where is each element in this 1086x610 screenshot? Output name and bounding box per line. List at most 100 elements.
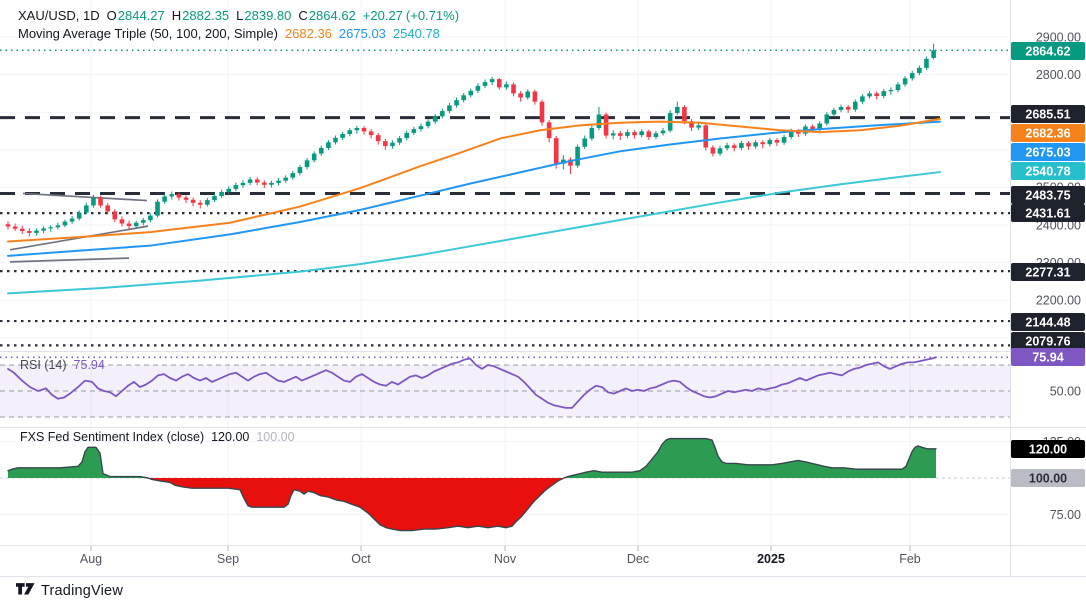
candle-body [247, 179, 253, 183]
candle-body [618, 133, 623, 136]
open-value: 2844.27 [117, 8, 165, 23]
price-axis[interactable]: 2900.002800.002700.002600.002500.002400.… [0, 0, 1086, 577]
ma200-line [7, 171, 941, 295]
price-axis-badge-text: 2144.48 [1025, 315, 1070, 329]
sentiment-value: 120.00 [211, 430, 250, 444]
candle-body [432, 116, 438, 122]
candle-body [660, 130, 666, 134]
price-axis-badge [1011, 204, 1085, 222]
candle-body [311, 153, 317, 161]
candle-body [931, 50, 936, 58]
candle-body [881, 91, 887, 97]
candle-body [5, 224, 11, 227]
candle-body [696, 125, 701, 128]
candle-body [582, 138, 588, 147]
candle-body [468, 90, 474, 96]
candle-body [461, 95, 466, 101]
price-axis-badge-text: 2685.51 [1025, 107, 1070, 121]
candle-body [731, 145, 737, 148]
candle-body [852, 101, 858, 110]
ma100-value: 2675.03 [338, 26, 386, 41]
candle-body [610, 133, 616, 136]
candle-body [632, 132, 637, 136]
candle-body [874, 93, 879, 97]
candle-body [397, 138, 402, 143]
price-axis-badge-text: 2483.75 [1025, 188, 1070, 202]
open-label: O [106, 8, 117, 23]
trendline [9, 257, 130, 263]
rsi-axis-label: 50.00 [1050, 384, 1081, 398]
ma50-line [7, 117, 941, 243]
candle-body [205, 200, 210, 205]
candle-body [489, 79, 495, 83]
candle-body [504, 84, 509, 88]
symbol-title: XAU/USD, 1D [18, 8, 100, 23]
candle-body [404, 132, 410, 139]
candle-body [532, 91, 538, 102]
candle-body [511, 84, 516, 94]
candle-body [326, 142, 331, 148]
high-label: H [171, 8, 182, 23]
candle-body [831, 109, 837, 115]
candle-body [774, 140, 780, 143]
ma50-value: 2682.36 [284, 26, 332, 41]
time-axis[interactable]: Aug Sep Oct Nov Dec 2025 Feb [80, 546, 921, 566]
candle-body [283, 177, 288, 181]
low-label: L [236, 8, 244, 23]
price-axis-badge-text: 2431.61 [1025, 206, 1070, 220]
time-axis-label: Feb [899, 552, 921, 566]
rsi-axis-badge [1011, 348, 1085, 366]
candle-body [411, 129, 417, 133]
sentiment-legend[interactable]: FXS Fed Sentiment Index (close) 120.00 1… [20, 430, 295, 444]
candle-body [539, 101, 545, 123]
price-axis-badge-text: 2540.78 [1025, 164, 1070, 178]
candle-body [148, 215, 153, 221]
candle-body [646, 131, 652, 138]
candle-body [27, 231, 32, 233]
symbol-legend[interactable]: XAU/USD, 1D O 2844.27 H 2882.35 L 2839.80 C… [18, 8, 459, 23]
rsi-line [7, 356, 937, 409]
ma200-value: 2540.78 [392, 26, 440, 41]
candle-body [824, 114, 830, 124]
tradingview-logo-icon [16, 583, 35, 595]
candle-body [724, 145, 730, 149]
candle-body [767, 140, 773, 145]
candle-body [169, 194, 175, 197]
time-axis-label: Dec [627, 552, 649, 566]
candle-body [69, 218, 75, 222]
candle-body [76, 212, 82, 219]
rsi-legend[interactable]: RSI (14) 75.94 [20, 358, 105, 372]
candle-body [190, 199, 196, 203]
sentiment-baseline-value: 100.00 [256, 430, 295, 444]
candle-body [176, 194, 182, 198]
candle-body [105, 205, 110, 212]
candle-body [375, 135, 381, 142]
candle-body [340, 134, 345, 138]
series-layer [0, 43, 1010, 532]
candle-body [710, 147, 716, 154]
price-axis-badge [1011, 332, 1085, 350]
candle-body [12, 226, 18, 229]
candle-body [318, 147, 324, 154]
price-axis-badge [1011, 105, 1085, 123]
candle-body [333, 137, 338, 143]
candle-body [924, 58, 929, 68]
candle-body [440, 111, 445, 117]
candle-body [62, 221, 68, 226]
candle-body [746, 143, 751, 147]
time-axis-label: Nov [494, 552, 517, 566]
tradingview-logo[interactable]: TradingView [16, 582, 123, 599]
time-axis-label: 2025 [757, 552, 785, 566]
candle-body [290, 173, 296, 178]
candle-body [475, 85, 481, 91]
price-axis-label: 2800.00 [1036, 68, 1081, 82]
price-axis-badge-text: 2682.36 [1025, 126, 1070, 140]
time-axis-label: Sep [217, 552, 239, 566]
candle-body [525, 91, 531, 98]
price-axis-badge [1011, 42, 1085, 60]
rsi-axis-badge-text: 75.94 [1032, 350, 1063, 364]
sentiment-line [7, 437, 937, 532]
price-axis-badge-text: 2675.03 [1025, 145, 1070, 159]
ma-legend[interactable]: Moving Average Triple (50, 100, 200, Sim… [18, 26, 440, 41]
